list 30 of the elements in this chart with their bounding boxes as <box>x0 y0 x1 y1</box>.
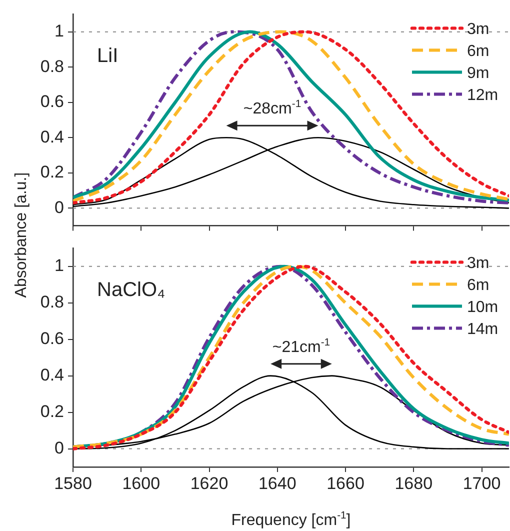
legend-label: 3m <box>467 255 490 272</box>
text: LiI <box>97 45 118 68</box>
x-tick-label: 1580 <box>54 474 92 493</box>
y-axis-title: Absorbance [a.u.] <box>13 172 31 298</box>
y-tick-label: 1 <box>54 256 64 276</box>
legend-label: 6m <box>467 277 490 294</box>
x-tick-label: 1700 <box>462 474 501 493</box>
legend-label: 12m <box>467 87 498 104</box>
y-tick-label: 0.4 <box>40 366 64 385</box>
legend-label: 14m <box>467 321 498 338</box>
y-tick-label: 0.6 <box>40 92 64 112</box>
legend-label: 9m <box>467 65 490 82</box>
y-tick-label: 0.2 <box>40 162 64 182</box>
y-tick-label: 0.4 <box>40 127 64 146</box>
y-tick-label: 0.2 <box>40 402 64 421</box>
legend-label: 3m <box>467 21 490 38</box>
legend-label: 10m <box>467 299 498 316</box>
x-tick-label: 1680 <box>394 474 433 493</box>
y-tick-label: 0 <box>54 438 64 458</box>
x-tick-label: 1660 <box>326 474 364 493</box>
y-tick-label: 0.8 <box>40 56 64 76</box>
x-tick-label: 1640 <box>258 474 296 493</box>
x-tick-label: 1620 <box>190 474 228 493</box>
x-tick-label: 1600 <box>122 474 160 493</box>
y-tick-label: 1 <box>54 22 64 41</box>
y-tick-label: 0 <box>54 198 64 217</box>
y-tick-label: 0.6 <box>40 329 64 348</box>
text: NaClO₄ <box>97 279 166 302</box>
y-tick-label: 0.8 <box>40 292 64 312</box>
legend-label: 6m <box>467 43 490 60</box>
